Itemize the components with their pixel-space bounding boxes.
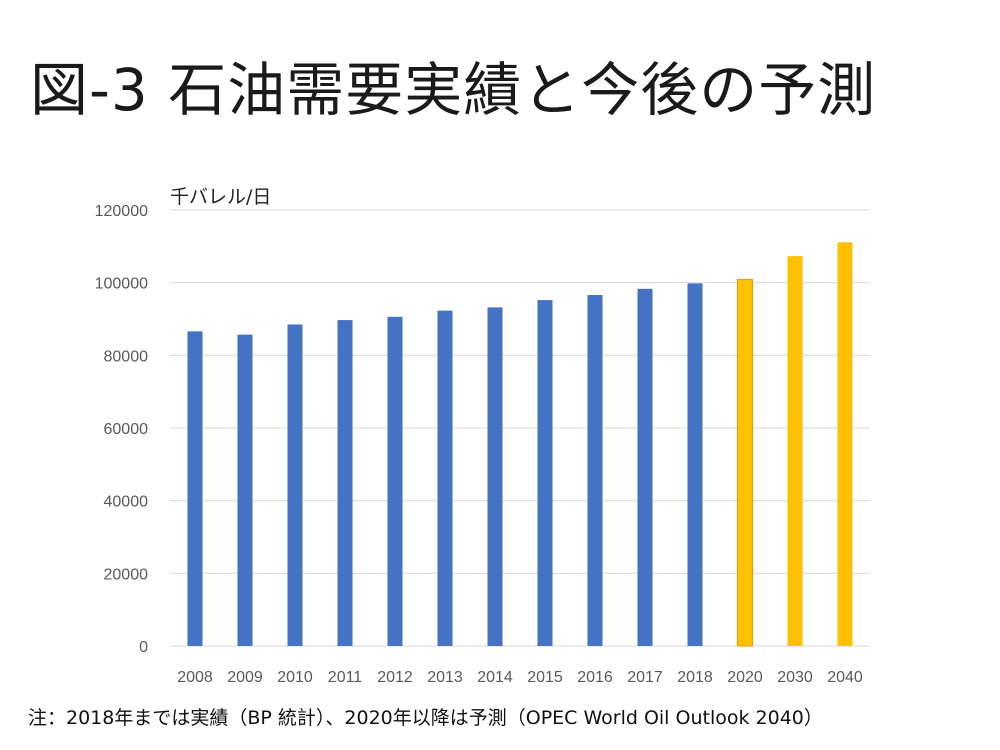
y-tick-label: 60000 xyxy=(104,421,149,438)
y-axis-tick-labels: 0 20000 40000 60000 80000 100000 120000 xyxy=(95,203,148,656)
y-tick-label: 20000 xyxy=(104,566,149,583)
bar-2015 xyxy=(537,300,553,646)
bar-2014 xyxy=(487,307,503,646)
x-tick-label: 2008 xyxy=(177,669,213,686)
x-tick-label: 2016 xyxy=(577,669,613,686)
bar-2030 xyxy=(787,256,803,646)
bar-2020 xyxy=(737,278,753,647)
bar-2016 xyxy=(587,295,603,646)
x-tick-label: 2015 xyxy=(527,669,563,686)
x-tick-label: 2014 xyxy=(477,669,513,686)
y-tick-label: 0 xyxy=(139,639,148,656)
bar-2011 xyxy=(337,320,353,646)
x-tick-label: 2009 xyxy=(227,669,263,686)
x-tick-label: 2040 xyxy=(827,669,863,686)
x-tick-label: 2020 xyxy=(727,669,763,686)
bar-2013 xyxy=(437,310,453,646)
slide-title: 図-3 石油需要実績と今後の予測 xyxy=(30,56,877,124)
x-tick-label: 2010 xyxy=(277,669,313,686)
bar-2010 xyxy=(287,324,303,646)
y-tick-label: 100000 xyxy=(95,276,148,293)
x-tick-label: 2012 xyxy=(377,669,413,686)
bar-2012 xyxy=(387,316,403,646)
x-tick-label: 2011 xyxy=(328,669,363,686)
x-tick-label: 2017 xyxy=(627,669,663,686)
footnote: 注：2018年までは実績（BP 統計）、2020年以降は予測（OPEC Worl… xyxy=(28,707,823,729)
x-axis-tick-labels: 2008 2009 2010 2011 2012 2013 2014 2015 2016 2017… xyxy=(177,669,863,686)
bar-2018 xyxy=(687,283,703,646)
bars xyxy=(187,242,853,647)
x-tick-label: 2018 xyxy=(677,669,713,686)
bar-2040 xyxy=(837,242,853,646)
y-axis-unit-label: 千バレル/日 xyxy=(170,186,271,208)
bar-2008 xyxy=(187,331,203,646)
y-tick-label: 120000 xyxy=(95,203,148,220)
bar-2009 xyxy=(237,334,253,646)
y-tick-label: 80000 xyxy=(104,348,149,365)
y-tick-label: 40000 xyxy=(104,494,149,511)
gridlines xyxy=(170,209,870,647)
x-tick-label: 2013 xyxy=(427,669,463,686)
x-tick-label: 2030 xyxy=(777,669,813,686)
bar-2017 xyxy=(637,288,653,646)
